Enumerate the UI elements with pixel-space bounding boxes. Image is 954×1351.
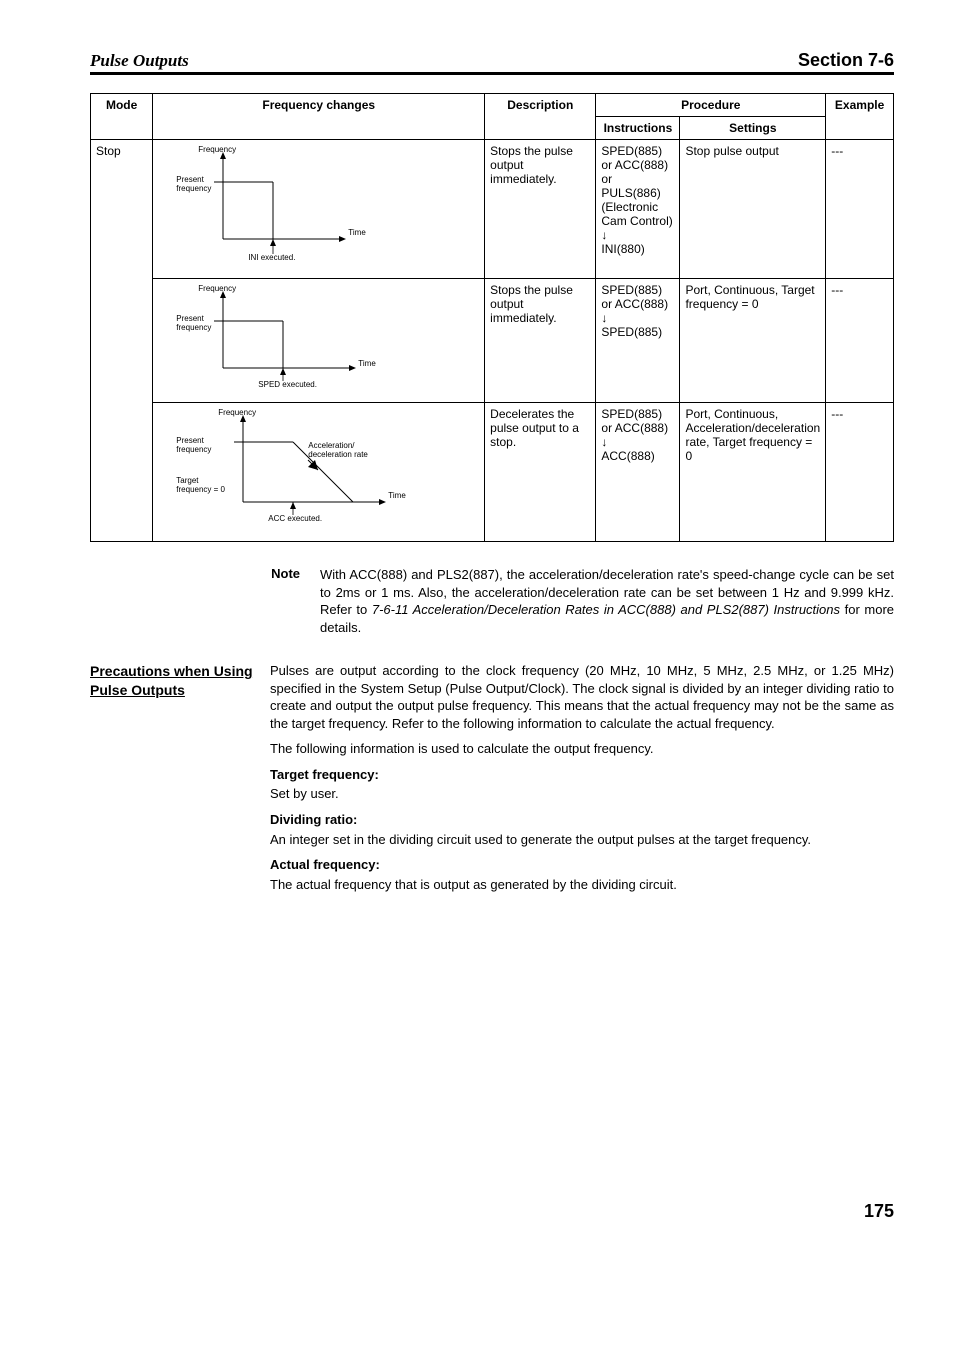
th-example: Example bbox=[826, 94, 894, 140]
precautions-body: Pulses are output according to the clock… bbox=[270, 662, 894, 901]
th-freq: Frequency changes bbox=[153, 94, 485, 140]
diag-accel: Acceleration/ deceleration rate bbox=[308, 442, 368, 460]
note-label: Note bbox=[90, 566, 320, 636]
header-left: Pulse Outputs bbox=[90, 51, 189, 71]
th-desc: Description bbox=[485, 94, 596, 140]
example-cell: --- bbox=[826, 140, 894, 279]
diag-present: Present frequency bbox=[176, 437, 211, 455]
th-instr: Instructions bbox=[596, 117, 680, 140]
act-h: Actual frequency: bbox=[270, 857, 380, 872]
diagram-svg bbox=[158, 144, 458, 274]
diag-time: Time bbox=[388, 492, 405, 501]
instr-cell: SPED(885) or ACC(888) ↓ ACC(888) bbox=[596, 403, 680, 542]
div-b: An integer set in the dividing circuit u… bbox=[270, 831, 894, 849]
desc-cell: Stops the pulse output immediately. bbox=[485, 279, 596, 403]
page-number: 175 bbox=[90, 1201, 894, 1222]
diagram-cell: Frequency Present frequency Time SPED ex… bbox=[153, 279, 485, 403]
settings-cell: Port, Continuous, Target frequency = 0 bbox=[680, 279, 826, 403]
note-ital: 7-6-11 Acceleration/Deceleration Rates i… bbox=[372, 602, 840, 617]
page-header: Pulse Outputs Section 7-6 bbox=[90, 50, 894, 75]
diag-present: Present frequency bbox=[176, 315, 211, 333]
diag-target: Target frequency = 0 bbox=[176, 477, 225, 495]
diag-caption: INI executed. bbox=[248, 254, 295, 263]
settings-cell: Stop pulse output bbox=[680, 140, 826, 279]
diag-present: Present frequency bbox=[176, 176, 211, 194]
diagram-stop-ini: Frequency Present frequency Time INI exe… bbox=[158, 144, 458, 274]
target-h: Target frequency: bbox=[270, 767, 379, 782]
diag-y-label: Frequency bbox=[198, 285, 236, 294]
precautions-title: Precautions when Using Pulse Outputs bbox=[90, 662, 270, 901]
note-block: Note With ACC(888) and PLS2(887), the ac… bbox=[90, 566, 894, 636]
diag-y-label: Frequency bbox=[198, 146, 236, 155]
header-right: Section 7-6 bbox=[798, 50, 894, 71]
th-settings: Settings bbox=[680, 117, 826, 140]
diag-time: Time bbox=[358, 360, 375, 369]
table-row: Stop Frequency Present frequency Time IN… bbox=[91, 140, 894, 279]
example-cell: --- bbox=[826, 279, 894, 403]
table-row: Frequency Present frequency Time SPED ex… bbox=[91, 279, 894, 403]
instr-cell: SPED(885) or ACC(888) or PULS(886) (Elec… bbox=[596, 140, 680, 279]
diag-time: Time bbox=[348, 229, 365, 238]
desc-cell: Stops the pulse output immediately. bbox=[485, 140, 596, 279]
diagram-cell: Frequency Present frequency Target frequ… bbox=[153, 403, 485, 542]
table-row: Frequency Present frequency Target frequ… bbox=[91, 403, 894, 542]
main-table: Mode Frequency changes Description Proce… bbox=[90, 93, 894, 542]
diag-caption: SPED executed. bbox=[258, 381, 317, 390]
mode-cell: Stop bbox=[91, 140, 153, 542]
diag-caption: ACC executed. bbox=[268, 515, 322, 524]
note-body: With ACC(888) and PLS2(887), the acceler… bbox=[320, 566, 894, 636]
desc-cell: Decelerates the pulse output to a stop. bbox=[485, 403, 596, 542]
target-b: Set by user. bbox=[270, 785, 894, 803]
act-b: The actual frequency that is output as g… bbox=[270, 876, 894, 894]
th-proc: Procedure bbox=[596, 94, 826, 117]
settings-cell: Port, Continuous, Acceleration/decelerat… bbox=[680, 403, 826, 542]
diagram-cell: Frequency Present frequency Time INI exe… bbox=[153, 140, 485, 279]
th-mode: Mode bbox=[91, 94, 153, 140]
precautions-section: Precautions when Using Pulse Outputs Pul… bbox=[90, 662, 894, 901]
instr-cell: SPED(885) or ACC(888) ↓ SPED(885) bbox=[596, 279, 680, 403]
diagram-stop-acc: Frequency Present frequency Target frequ… bbox=[158, 407, 458, 537]
div-h: Dividing ratio: bbox=[270, 812, 357, 827]
example-cell: --- bbox=[826, 403, 894, 542]
precautions-p2: The following information is used to cal… bbox=[270, 740, 894, 758]
precautions-p1: Pulses are output according to the clock… bbox=[270, 662, 894, 732]
diag-y-label: Frequency bbox=[218, 409, 256, 418]
diagram-stop-sped: Frequency Present frequency Time SPED ex… bbox=[158, 283, 458, 398]
